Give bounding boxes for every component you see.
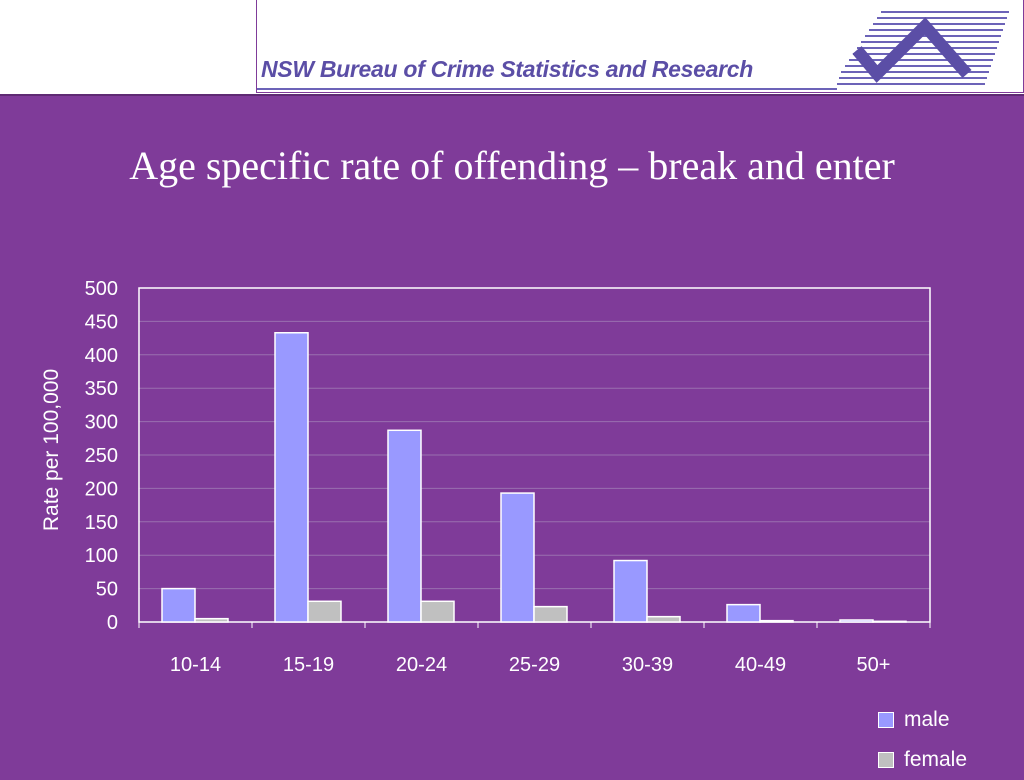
legend-swatch-female (878, 752, 894, 768)
x-tick-label: 10-14 (170, 654, 221, 676)
bar-male-30-39 (613, 559, 648, 623)
legend-swatch-male (878, 712, 894, 728)
bar-female-10-14 (194, 617, 229, 623)
y-tick-label: 250 (85, 445, 118, 467)
y-tick-label: 500 (85, 278, 118, 300)
org-logo-banner: NSW Bureau of Crime Statistics and Resea… (256, 0, 1024, 93)
x-tick-label: 25-29 (509, 654, 560, 676)
bar-female-40-49 (759, 619, 794, 623)
chart-legend: male female (878, 700, 967, 780)
bar-male-10-14 (161, 587, 196, 623)
org-name: NSW Bureau of Crime Statistics and Resea… (261, 56, 753, 82)
y-tick-label: 0 (107, 612, 118, 634)
bar-female-15-19 (307, 600, 342, 623)
bar-male-40-49 (726, 603, 761, 623)
x-tick-label: 50+ (857, 654, 891, 676)
x-tick-label: 40-49 (735, 654, 786, 676)
legend-item-female: female (878, 740, 967, 780)
y-tick-label: 150 (85, 512, 118, 534)
y-tick-label: 400 (85, 345, 118, 367)
bar-male-50+ (839, 619, 874, 623)
legend-label-male: male (904, 708, 950, 731)
bar-male-25-29 (500, 492, 535, 623)
bar-male-15-19 (274, 332, 309, 623)
bar-female-25-29 (533, 605, 568, 623)
legend-label-female: female (904, 748, 968, 771)
y-tick-label: 100 (85, 545, 118, 567)
org-name-underline (257, 88, 837, 90)
y-tick-label: 50 (96, 579, 118, 601)
bar-female-30-39 (646, 615, 681, 623)
bar-female-20-24 (420, 600, 455, 623)
legend-item-male: male (878, 700, 967, 740)
page-title: Age specific rate of offending – break a… (129, 143, 895, 188)
x-tick-label: 15-19 (283, 654, 334, 676)
x-tick-label: 30-39 (622, 654, 673, 676)
y-tick-label: 200 (85, 478, 118, 500)
y-tick-label: 450 (85, 311, 118, 333)
y-tick-label: 300 (85, 412, 118, 434)
bar-male-20-24 (387, 429, 422, 623)
bocsar-check-logo-icon (837, 11, 1009, 85)
bar-female-50+ (872, 620, 907, 623)
x-tick-label: 20-24 (396, 654, 447, 676)
y-tick-label: 350 (85, 378, 118, 400)
